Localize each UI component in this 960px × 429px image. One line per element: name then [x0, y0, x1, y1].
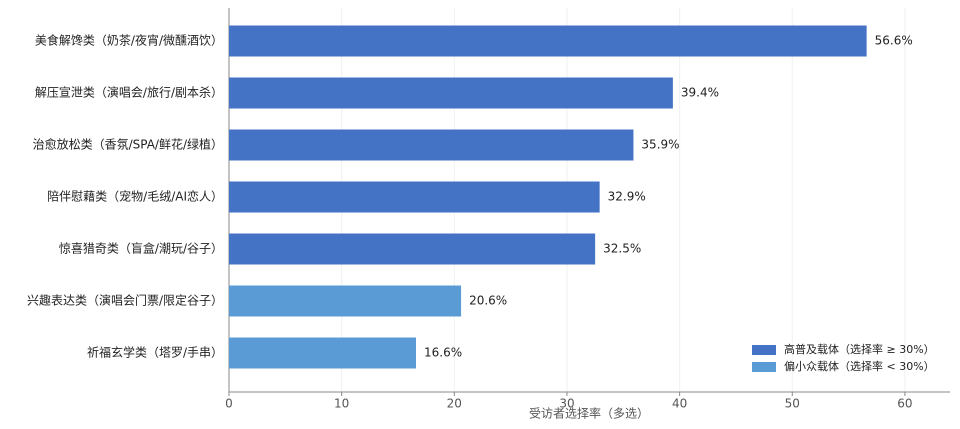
- bar: [229, 233, 596, 265]
- x-tick-label: 50: [785, 397, 800, 411]
- y-tick-label: 祈福玄学类（塔罗/手串）: [87, 345, 223, 360]
- x-tick-label: 20: [447, 397, 462, 411]
- x-axis-label: 受访者选择率（多选）: [529, 406, 649, 421]
- x-tick-label: 40: [672, 397, 687, 411]
- value-label: 16.6%: [424, 346, 462, 360]
- x-tick-label: 0: [225, 397, 233, 411]
- bar: [229, 25, 867, 57]
- value-label: 56.6%: [875, 34, 913, 48]
- y-tick-label: 兴趣表达类（演唱会门票/限定谷子）: [27, 293, 223, 308]
- x-tick-label: 60: [897, 397, 912, 411]
- value-label: 39.4%: [681, 86, 719, 100]
- y-tick-label: 美食解馋类（奶茶/夜宵/微醺酒饮）: [35, 33, 223, 48]
- value-label: 32.9%: [608, 190, 646, 204]
- bar: [229, 77, 673, 109]
- x-tick-label: 30: [559, 397, 574, 411]
- y-tick-label: 陪伴慰藉类（宠物/毛绒/AI恋人）: [47, 189, 223, 204]
- bar: [229, 129, 634, 161]
- bar: [229, 181, 600, 213]
- y-tick-label: 解压宣泄类（演唱会/旅行/剧本杀）: [35, 85, 223, 100]
- x-tick-label: 10: [334, 397, 349, 411]
- value-label: 32.5%: [603, 242, 641, 256]
- legend-swatch: [752, 345, 776, 355]
- y-tick-label: 治愈放松类（香氛/SPA/鲜花/绿植）: [33, 137, 223, 152]
- y-tick-label: 惊喜猎奇类（盲盒/潮玩/谷子）: [59, 241, 223, 256]
- bar: [229, 337, 417, 369]
- value-label: 20.6%: [469, 294, 507, 308]
- legend-label: 高普及载体（选择率 ≥ 30%）: [784, 342, 935, 356]
- legend-label: 偏小众载体（选择率 < 30%）: [784, 359, 935, 373]
- bar: [229, 285, 462, 317]
- legend-swatch: [752, 362, 776, 372]
- value-label: 35.9%: [641, 138, 679, 152]
